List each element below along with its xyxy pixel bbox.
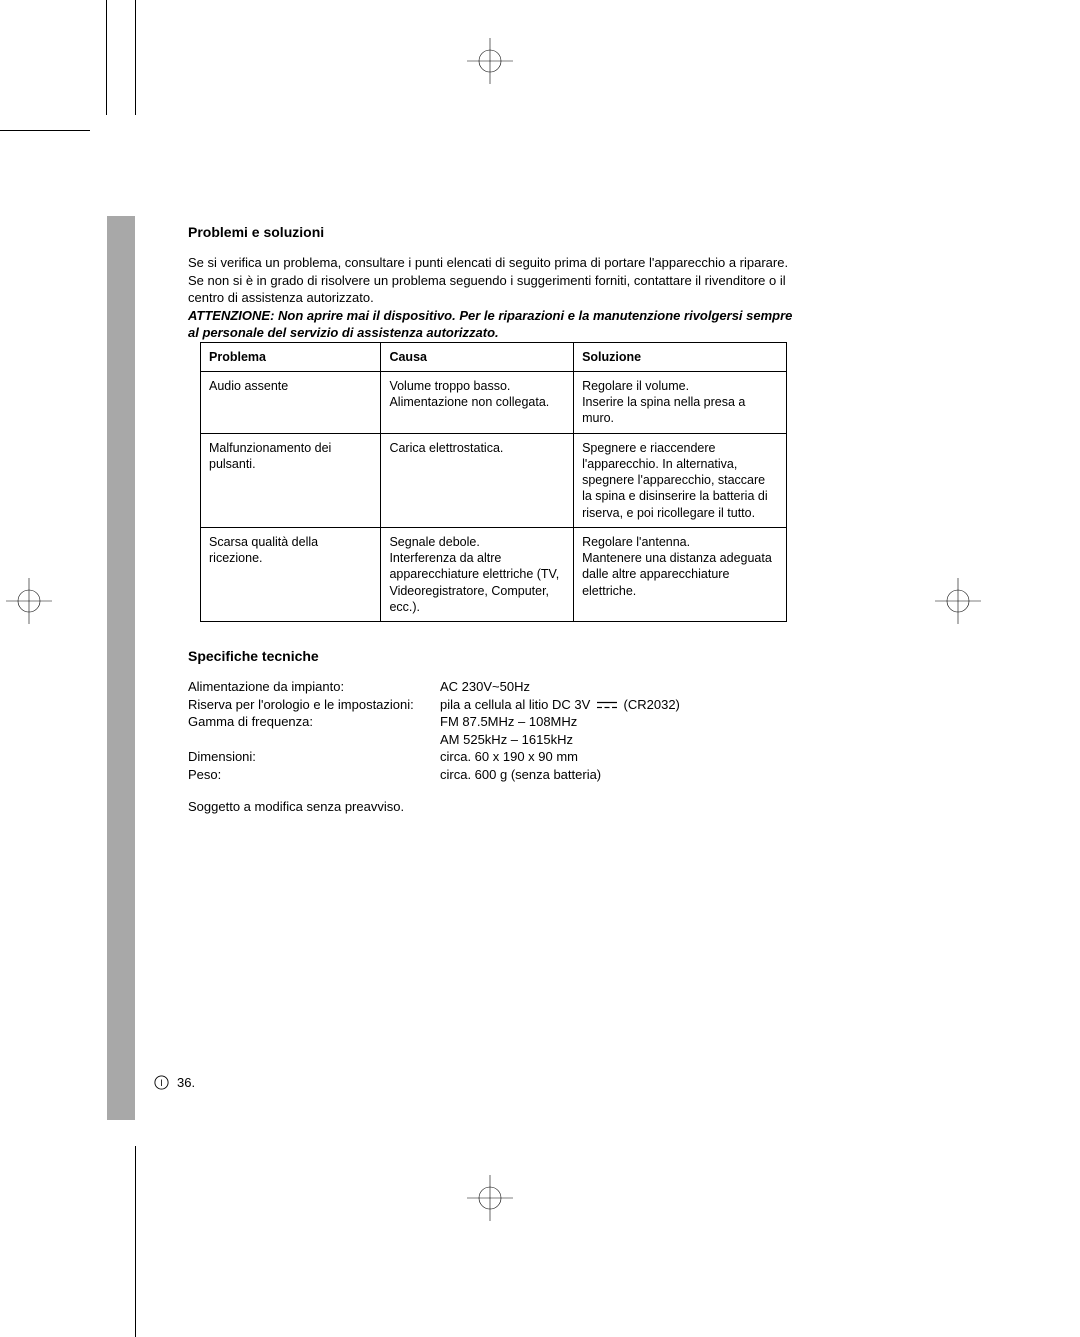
table-cell-cause: Carica elettrostatica. [381,433,574,527]
specs-list: Alimentazione da impianto:AC 230V~50HzRi… [188,678,802,783]
crop-line [0,130,90,131]
spec-label: Riserva per l'orologio e le impostazioni… [188,696,440,714]
spec-value: AM 525kHz – 1615kHz [440,731,573,749]
spec-label [188,731,440,749]
specs-note: Soggetto a modifica senza preavviso. [188,798,802,816]
spec-row: Riserva per l'orologio e le impostazioni… [188,696,802,714]
header-solution: Soluzione [574,342,787,371]
table-cell-problem: Scarsa qualità della ricezione. [201,527,381,621]
table-cell-solution: Spegnere e riaccendere l'apparecchio. In… [574,433,787,527]
spec-row: AM 525kHz – 1615kHz [188,731,802,749]
registration-mark-top [467,38,513,84]
registration-mark-right [935,578,981,624]
dc-symbol-icon [597,701,617,710]
header-cause: Causa [381,342,574,371]
table-header-row: Problema Causa Soluzione [201,342,787,371]
spec-row: Peso:circa. 600 g (senza batteria) [188,766,802,784]
fold-line-top [135,0,136,115]
table-row: Audio assenteVolume troppo basso. Alimen… [201,371,787,433]
crop-line [106,0,107,115]
table-row: Scarsa qualità della ricezione.Segnale d… [201,527,787,621]
spec-row: Alimentazione da impianto:AC 230V~50Hz [188,678,802,696]
spec-value: pila a cellula al litio DC 3V (CR2032) [440,696,680,714]
table-cell-solution: Regolare il volume. Inserire la spina ne… [574,371,787,433]
fold-line-bottom [135,1146,136,1337]
spec-label: Peso: [188,766,440,784]
spec-row: Dimensioni:circa. 60 x 190 x 90 mm [188,748,802,766]
table-row: Malfunzionamento dei pulsanti.Carica ele… [201,433,787,527]
table-cell-cause: Segnale debole. Interferenza da altre ap… [381,527,574,621]
lang-icon: I [154,1075,169,1090]
spec-value: FM 87.5MHz – 108MHz [440,713,577,731]
spec-value: circa. 60 x 190 x 90 mm [440,748,578,766]
intro-paragraph-2: Se non si è in grado di risolvere un pro… [188,272,802,307]
language-tab [107,216,135,1120]
spec-row: Gamma di frequenza:FM 87.5MHz – 108MHz [188,713,802,731]
registration-mark-left [6,578,52,624]
warning-paragraph: ATTENZIONE: Non aprire mai il dispositiv… [188,307,802,342]
page-content: Problemi e soluzioni Se si verifica un p… [188,224,802,815]
spec-label: Alimentazione da impianto: [188,678,440,696]
spec-label: Gamma di frequenza: [188,713,440,731]
table-cell-solution: Regolare l'antenna. Mantenere una distan… [574,527,787,621]
registration-mark-bottom [467,1175,513,1221]
table-cell-problem: Audio assente [201,371,381,433]
intro-paragraph-1: Se si verifica un problema, consultare i… [188,254,802,272]
page-number-text: 36. [177,1075,195,1090]
spec-value: circa. 600 g (senza batteria) [440,766,601,784]
specs-heading: Specifiche tecniche [188,648,802,664]
troubleshooting-heading: Problemi e soluzioni [188,224,802,240]
table-cell-problem: Malfunzionamento dei pulsanti. [201,433,381,527]
header-problem: Problema [201,342,381,371]
spec-label: Dimensioni: [188,748,440,766]
troubleshooting-table: Problema Causa Soluzione Audio assenteVo… [200,342,787,623]
intro-block: Se si verifica un problema, consultare i… [188,254,802,342]
svg-text:I: I [160,1078,163,1088]
spec-value: AC 230V~50Hz [440,678,530,696]
page-number: I 36. [154,1075,195,1090]
table-cell-cause: Volume troppo basso. Alimentazione non c… [381,371,574,433]
